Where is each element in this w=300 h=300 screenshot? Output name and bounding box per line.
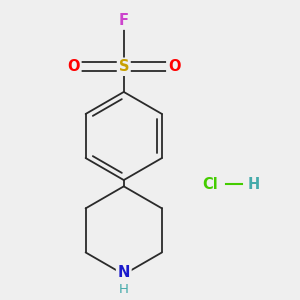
Text: H: H	[248, 177, 260, 192]
Text: O: O	[67, 59, 80, 74]
Text: F: F	[119, 13, 129, 28]
Text: S: S	[118, 59, 129, 74]
Text: O: O	[168, 59, 180, 74]
Text: N: N	[118, 265, 130, 280]
Text: Cl: Cl	[202, 177, 218, 192]
Text: H: H	[119, 283, 129, 296]
